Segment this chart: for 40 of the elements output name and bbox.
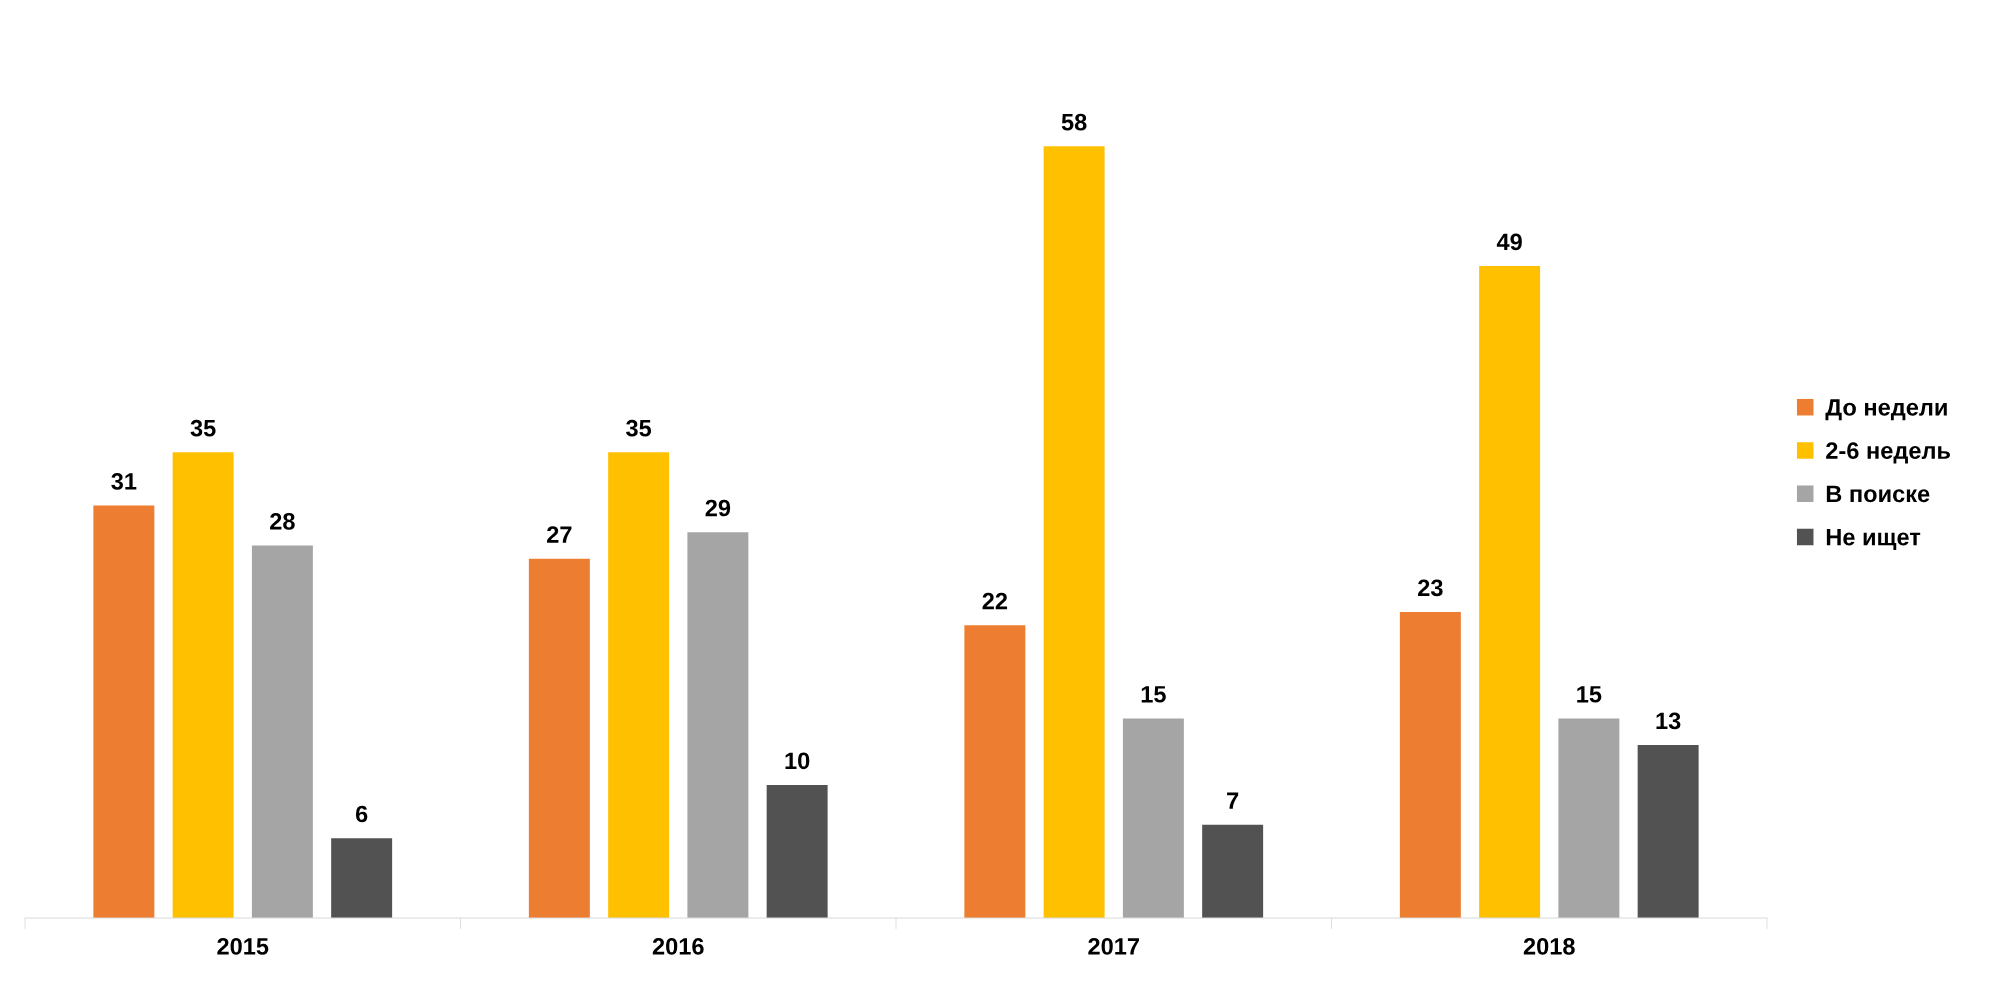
- data-label: 35: [190, 419, 216, 437]
- data-label: 15: [1577, 686, 1602, 703]
- bar: [1479, 266, 1541, 918]
- data-label: 22: [982, 592, 1008, 610]
- data-label: 15: [1141, 686, 1166, 703]
- legend-label: 2-6 недель: [1826, 442, 1951, 464]
- bar: [608, 452, 670, 918]
- data-label: 27: [547, 526, 572, 543]
- x-tick-label: 2018: [1523, 938, 1575, 955]
- x-tick-label: 2017: [1088, 938, 1139, 955]
- x-tick-label: 2016: [652, 938, 704, 955]
- bar: [766, 784, 828, 918]
- legend-label: Не ищет: [1826, 529, 1921, 550]
- data-label: 10: [785, 752, 810, 770]
- bar: [1558, 718, 1620, 918]
- bar: [331, 838, 393, 918]
- data-label: 23: [1418, 579, 1443, 597]
- bar: [1202, 824, 1264, 918]
- data-label: 31: [111, 473, 137, 490]
- data-label: 29: [705, 499, 731, 517]
- bar: [964, 625, 1026, 918]
- data-label: 6: [355, 805, 368, 823]
- bar: [528, 558, 590, 918]
- legend-label: До недели: [1825, 399, 1947, 421]
- bar: [251, 545, 313, 918]
- data-label: 7: [1227, 792, 1239, 809]
- data-label: 28: [270, 512, 295, 530]
- bar: [1399, 611, 1461, 918]
- bar: [1637, 745, 1699, 918]
- bar: [172, 452, 234, 918]
- bar: [1122, 718, 1184, 918]
- bar: [93, 505, 155, 918]
- data-label: 49: [1496, 233, 1522, 251]
- bar: [1043, 146, 1105, 918]
- bar: [687, 532, 749, 918]
- data-label: 58: [1061, 113, 1087, 131]
- data-label: 35: [626, 419, 652, 437]
- data-label: 13: [1656, 712, 1681, 730]
- legend-label: В поиске: [1826, 485, 1930, 503]
- x-tick-label: 2015: [217, 938, 269, 955]
